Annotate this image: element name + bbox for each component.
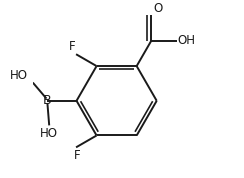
Text: F: F bbox=[74, 149, 80, 162]
Text: O: O bbox=[153, 2, 163, 15]
Text: B: B bbox=[43, 94, 52, 107]
Text: OH: OH bbox=[178, 34, 196, 47]
Text: HO: HO bbox=[40, 127, 58, 140]
Text: HO: HO bbox=[10, 69, 28, 82]
Text: F: F bbox=[69, 40, 75, 53]
